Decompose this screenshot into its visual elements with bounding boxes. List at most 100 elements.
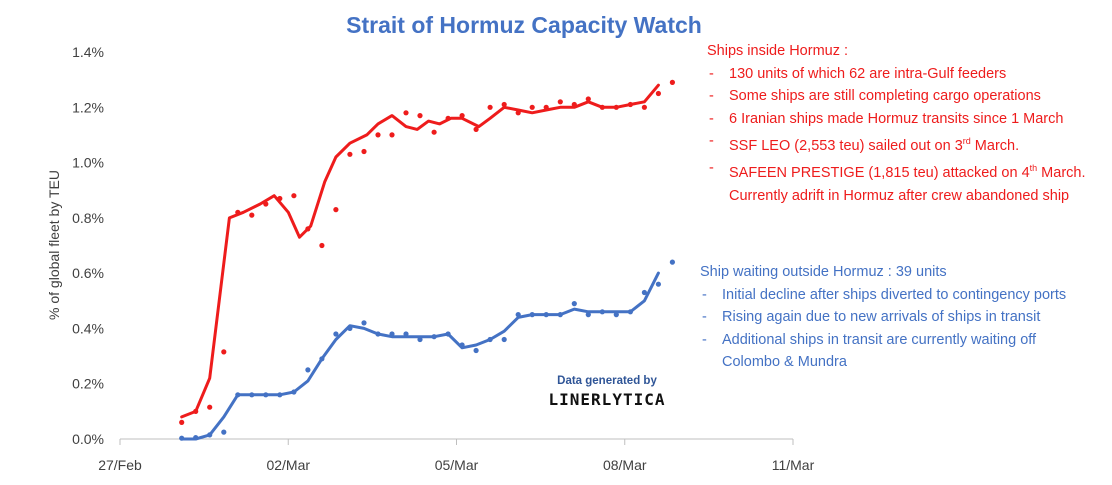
data-credit: Data generated by LINERLYTICA [548, 375, 666, 409]
y-axis-title: % of global fleet by TEU [46, 170, 62, 320]
inside-hormuz-data-point [585, 96, 591, 102]
inside-hormuz-data-point [291, 193, 297, 199]
inside-hormuz-data-point [417, 113, 423, 119]
y-tick-label: 0.0% [72, 431, 104, 447]
outside-hormuz-data-point [529, 312, 535, 318]
outside-hormuz-data-point [473, 347, 479, 354]
y-tick-label: 1.4% [72, 44, 104, 60]
inside-hormuz-data-point [445, 115, 451, 121]
credit-line: Data generated by [557, 375, 657, 387]
inside-hormuz-data-point [235, 209, 241, 215]
list-item: -130 units of which 62 are intra-Gulf fe… [709, 65, 1007, 82]
outside-hormuz-data-point [193, 435, 199, 441]
inside-hormuz-data-point [249, 212, 255, 218]
outside-hormuz-data-point [249, 392, 255, 398]
inside-hormuz-data-point [319, 242, 325, 249]
inside-hormuz-data-point [277, 195, 283, 202]
outside-hormuz-data-point [487, 336, 493, 343]
inside-hormuz-data-point [529, 104, 535, 110]
inside-hormuz-data-point [305, 226, 311, 232]
inside-hormuz-data-point [431, 129, 437, 135]
outside-hormuz-data-point [585, 312, 591, 318]
y-tick-label: 1.0% [72, 155, 104, 171]
outside-hormuz-data-point [501, 336, 507, 343]
outside-hormuz-data-point [207, 432, 213, 438]
outside-hormuz-heading: Ship waiting outside Hormuz : 39 units [700, 264, 947, 280]
x-tick-label: 11/Mar [772, 457, 815, 473]
outside-hormuz-data-point [179, 435, 185, 441]
outside-hormuz-data-point [403, 331, 409, 337]
inside-hormuz-data-point [361, 148, 367, 155]
outside-hormuz-data-point [613, 312, 619, 318]
list-item: - Rising again due to new arrivals of shi… [702, 309, 1041, 325]
outside-hormuz-data-point [445, 331, 451, 337]
outside-hormuz-data-point [305, 367, 311, 373]
outside-hormuz-data-point [389, 331, 395, 337]
inside-hormuz-data-point [669, 79, 676, 85]
x-tick-label: 27/Feb [98, 457, 142, 473]
x-tick-label: 02/Mar [266, 457, 310, 473]
outside-hormuz-data-point [515, 312, 521, 318]
y-tick-label: 0.4% [72, 320, 104, 336]
inside-hormuz-heading: Ships inside Hormuz : [707, 43, 849, 59]
inside-hormuz-list: -130 units of which 62 are intra-Gulf fe… [707, 63, 1102, 208]
outside-hormuz-data-point [459, 342, 465, 348]
outside-hormuz-trend-line [180, 271, 660, 441]
outside-hormuz-data-point [599, 309, 605, 315]
outside-hormuz-data-point [655, 281, 662, 287]
list-item: - Initial decline after ships diverted to… [702, 286, 1067, 303]
y-tick-label: 0.8% [72, 210, 104, 226]
inside-hormuz-data-point [221, 349, 227, 355]
inside-hormuz-data-point [459, 113, 465, 119]
y-tick-label: 0.2% [72, 376, 104, 392]
y-tick-label: 0.6% [72, 265, 104, 281]
outside-hormuz-data-point [235, 392, 241, 398]
outside-hormuz-data-point [557, 312, 563, 318]
outside-hormuz-data-point [291, 389, 297, 395]
inside-hormuz-data-point [403, 110, 409, 116]
outside-hormuz-note: Ship waiting outside Hormuz : 39 units -… [700, 261, 1090, 374]
outside-hormuz-data-point [431, 334, 437, 340]
list-item: - SAFEEN PRESTIGE (1,815 teu) attacked on… [709, 160, 1086, 204]
inside-hormuz-data-point [613, 104, 619, 110]
inside-hormuz-note: Ships inside Hormuz : -130 units of whic… [707, 40, 1102, 207]
inside-hormuz-data-point [263, 201, 269, 207]
outside-hormuz-data-point [571, 301, 577, 307]
inside-hormuz-data-point [515, 110, 521, 116]
chart-title: Strait of Hormuz Capacity Watch [346, 12, 702, 38]
inside-hormuz-data-point [557, 99, 563, 105]
inside-hormuz-data-point [543, 104, 549, 110]
y-tick-label: 1.2% [72, 99, 104, 115]
outside-hormuz-data-point [361, 320, 367, 326]
inside-hormuz-data-point [641, 104, 648, 110]
outside-hormuz-data-point [221, 429, 227, 435]
list-item: -6 Iranian ships made Hormuz transits si… [709, 110, 1064, 127]
inside-hormuz-data-point [501, 101, 507, 108]
inside-hormuz-trend-line [180, 83, 660, 419]
outside-hormuz-data-point [669, 259, 676, 265]
outside-hormuz-data-point [319, 356, 325, 362]
inside-hormuz-data-point [389, 132, 395, 138]
inside-hormuz-data-point [333, 207, 339, 213]
linerlytica-logo: LINERLYTICA [548, 390, 666, 409]
inside-hormuz-data-point [599, 104, 605, 110]
x-tick-label: 05/Mar [435, 457, 479, 473]
outside-hormuz-data-point [417, 336, 423, 343]
inside-hormuz-data-point [179, 419, 185, 425]
outside-hormuz-data-point [263, 392, 269, 398]
inside-hormuz-data-point [347, 151, 353, 157]
outside-hormuz-data-point [627, 309, 634, 315]
inside-hormuz-data-point [487, 104, 493, 110]
outside-hormuz-data-point [543, 312, 549, 318]
outside-hormuz-list: - Initial decline after ships diverted to… [700, 284, 1090, 374]
inside-hormuz-data-point [655, 90, 662, 97]
inside-hormuz-data-point [193, 408, 199, 414]
outside-hormuz-data-point [375, 331, 381, 337]
x-tick-label: 08/Mar [603, 457, 647, 473]
inside-hormuz-data-point [375, 132, 381, 138]
list-item: - Some ships are still completing cargo o… [709, 88, 1041, 104]
outside-hormuz-data-point [277, 392, 283, 398]
inside-hormuz-data-point [627, 101, 634, 108]
list-item: - Additional ships in transit are current… [702, 331, 1037, 371]
